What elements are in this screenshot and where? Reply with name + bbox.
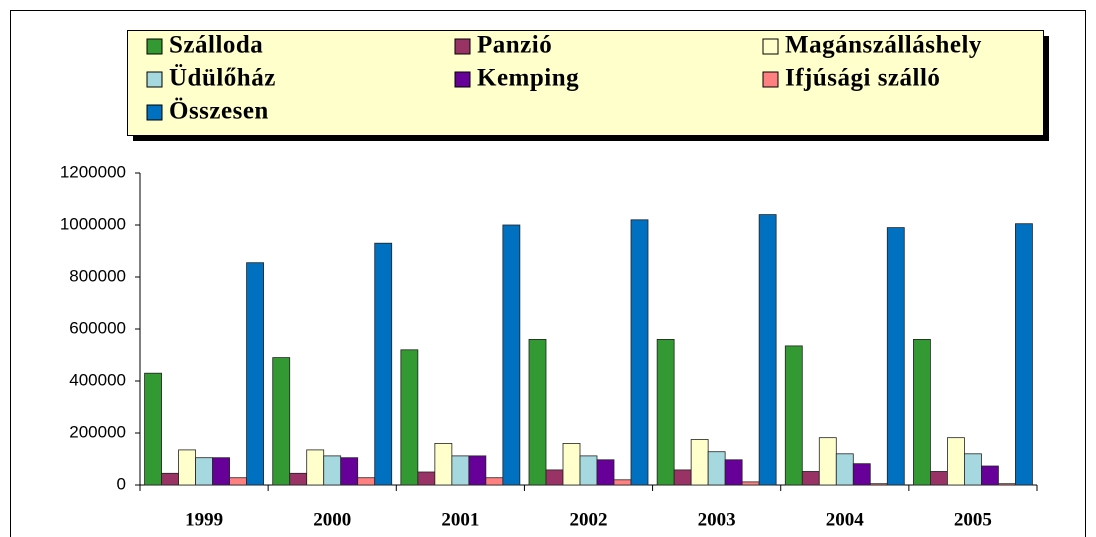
bar <box>1015 223 1033 486</box>
bar <box>801 471 820 486</box>
legend-label: Üdülőház <box>169 65 276 92</box>
bar <box>852 463 871 486</box>
x-tick-label: 2005 <box>954 509 992 530</box>
bar <box>981 465 999 486</box>
bar <box>528 338 547 486</box>
y-tick-label: 1000000 <box>60 214 126 233</box>
bar <box>340 457 359 486</box>
legend-label: Ifjúsági szálló <box>785 65 940 92</box>
bar <box>374 242 393 486</box>
bar <box>272 357 291 486</box>
bar <box>630 219 649 486</box>
legend-swatch <box>146 38 163 55</box>
bar <box>468 455 487 486</box>
x-tick-label: 1999 <box>185 509 223 530</box>
bar <box>741 481 760 486</box>
bar <box>178 449 196 486</box>
legend-swatch <box>146 104 163 121</box>
bar <box>417 471 436 486</box>
bar <box>306 449 325 486</box>
y-tick-label: 1200000 <box>60 162 126 181</box>
legend-swatch <box>454 38 471 55</box>
x-tick-label: 2003 <box>698 509 736 530</box>
bar <box>562 442 581 486</box>
y-tick-label: 800000 <box>69 266 126 285</box>
bar <box>784 345 803 486</box>
bar <box>690 439 709 486</box>
x-tick-label: 2004 <box>826 509 865 530</box>
legend-label: Összesen <box>169 98 269 125</box>
legend-label: Kemping <box>477 65 579 92</box>
legend-swatch <box>146 71 163 88</box>
bar <box>707 451 726 486</box>
bar <box>545 469 564 486</box>
bar <box>246 262 264 486</box>
y-tick-label: 200000 <box>69 422 126 441</box>
bar <box>613 479 632 486</box>
bar <box>289 472 308 486</box>
bar <box>886 227 905 486</box>
bar <box>869 483 888 486</box>
legend-label: Szálloda <box>169 32 263 59</box>
x-tick-label: 2002 <box>570 509 608 530</box>
bar <box>758 214 777 486</box>
bar <box>502 224 521 486</box>
bar <box>835 453 854 486</box>
bar <box>818 437 837 486</box>
legend <box>127 30 1044 136</box>
bar <box>998 483 1016 486</box>
legend-swatch <box>454 71 471 88</box>
bar <box>673 469 692 486</box>
bar <box>229 477 247 486</box>
legend-swatch <box>762 71 779 88</box>
bar <box>434 442 453 486</box>
bar <box>323 455 342 486</box>
bar <box>195 457 213 486</box>
y-tick-label: 600000 <box>69 318 126 337</box>
bar <box>656 338 675 486</box>
bar <box>913 338 931 486</box>
x-tick-label: 2001 <box>441 509 479 530</box>
bar <box>212 457 230 486</box>
bar <box>357 477 376 486</box>
bar <box>161 472 179 486</box>
bar <box>724 459 743 486</box>
bar <box>451 455 470 486</box>
bar <box>596 459 615 486</box>
legend-label: Panzió <box>477 32 552 59</box>
x-tick-label: 2000 <box>313 509 351 530</box>
bar <box>947 437 965 486</box>
bar <box>485 477 504 486</box>
bar <box>400 349 419 486</box>
legend-swatch <box>762 38 779 55</box>
bar <box>930 471 948 486</box>
bar <box>144 372 162 486</box>
bar <box>579 455 598 486</box>
y-tick-label: 400000 <box>69 370 126 389</box>
y-tick-label: 0 <box>117 474 126 493</box>
legend-label: Magánszálláshely <box>785 32 982 59</box>
bar <box>964 453 982 486</box>
